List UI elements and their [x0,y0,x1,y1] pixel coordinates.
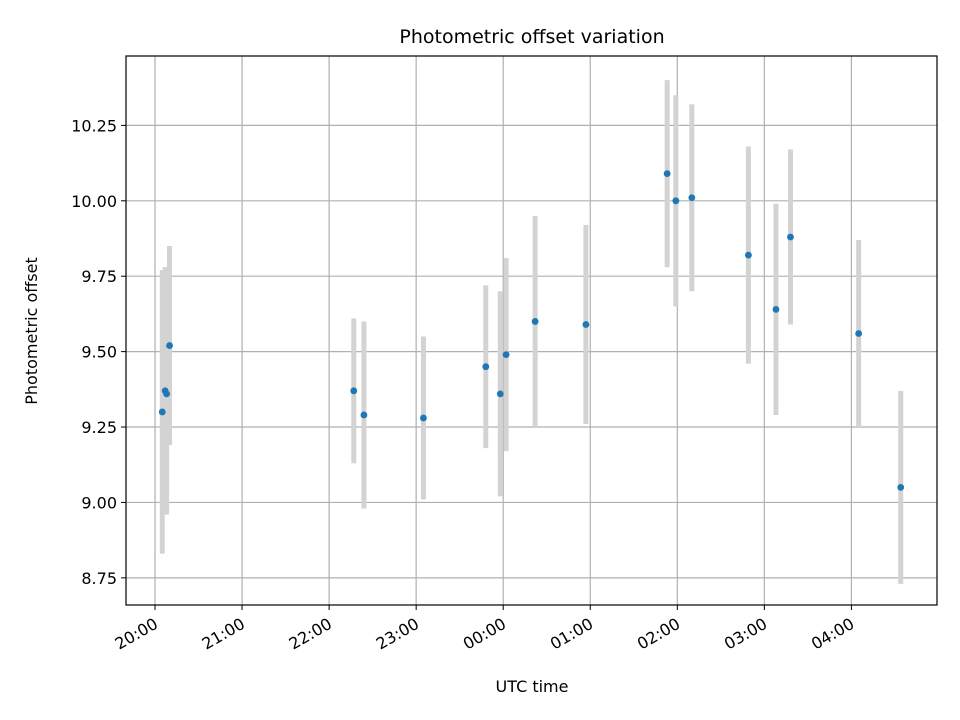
data-point [787,233,794,241]
data-point [531,318,539,325]
y-tick-label: 9.25 [81,418,117,437]
y-tick-label: 10.25 [71,116,117,135]
data-points [158,170,905,491]
x-axis-label: UTC time [496,677,569,696]
data-point [897,483,905,491]
data-point [855,330,863,337]
data-point [158,408,166,416]
data-point [163,390,171,398]
y-tick-label: 9.50 [81,343,117,362]
data-point [672,197,680,205]
data-point [502,351,510,359]
data-point [772,305,780,313]
plot-frame [125,55,938,606]
data-point [420,414,427,422]
y-tick-label: 9.75 [81,267,117,286]
data-point [166,342,173,349]
chart-title: Photometric offset variation [399,26,664,48]
data-point [582,321,590,328]
data-point [360,411,368,419]
data-point [496,390,504,398]
y-ticks: 8.75 9.00 9.25 9.50 9.75 10.00 10.25 [71,116,126,588]
data-point [688,194,696,202]
data-point [482,363,490,371]
y-axis-label: Photometric offset [22,257,41,405]
grid [126,56,937,605]
data-point [350,387,358,395]
data-point [663,170,671,178]
y-tick-label: 10.00 [71,192,117,211]
y-tick-label: 8.75 [81,569,117,588]
data-point [744,251,752,259]
y-tick-label: 9.00 [81,493,117,512]
